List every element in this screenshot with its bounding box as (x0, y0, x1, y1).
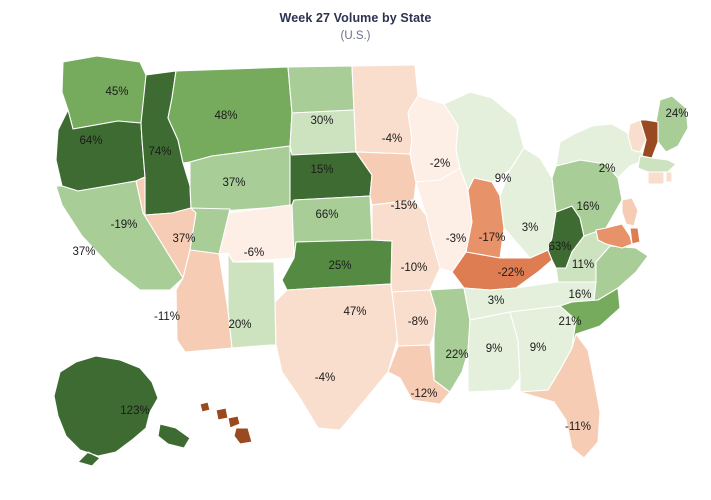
state-az[interactable] (175, 249, 233, 353)
state-value-label-ny: 2% (599, 163, 616, 175)
state-ms[interactable] (429, 287, 471, 393)
state-nd[interactable] (287, 65, 355, 114)
state-nm[interactable] (227, 252, 277, 349)
state-value-label-in: -17% (479, 232, 506, 244)
state-value-label-ne: 66% (315, 209, 338, 221)
state-value-label-mi: 9% (495, 173, 512, 185)
state-value-label-id: 74% (148, 146, 171, 158)
state-value-label-mn: -4% (382, 133, 402, 145)
state-value-label-sd: 15% (310, 164, 333, 176)
state-value-label-mo: -10% (401, 262, 428, 274)
state-value-label-sc: 21% (558, 316, 581, 328)
state-value-label-ca: 37% (72, 246, 95, 258)
state-in[interactable] (465, 177, 505, 259)
state-value-label-ar: -8% (408, 316, 428, 328)
page-title: Week 27 Volume by State (279, 11, 432, 25)
state-me[interactable] (655, 95, 689, 153)
state-value-label-mt: 48% (214, 110, 237, 122)
chart-subtitle: (U.S.) (340, 30, 371, 42)
state-value-label-az: -11% (154, 311, 180, 323)
state-value-label-nv: -19% (111, 219, 138, 231)
state-tx[interactable] (274, 283, 401, 431)
state-wa[interactable] (61, 55, 147, 130)
state-value-label-co: -6% (244, 247, 264, 259)
state-value-label-nd: 30% (310, 115, 333, 127)
state-value-label-me: 24% (665, 108, 688, 120)
state-value-label-ms: 22% (445, 349, 468, 361)
state-value-label-pa: 16% (576, 201, 599, 213)
state-sc[interactable] (559, 287, 621, 349)
state-value-label-wy: 37% (222, 177, 245, 189)
state-value-label-oh: 3% (522, 222, 539, 234)
state-ak[interactable] (53, 355, 191, 467)
state-value-label-la: -12% (411, 388, 438, 400)
state-value-label-nm: 20% (228, 319, 251, 331)
state-value-label-wv: 63% (548, 241, 571, 253)
state-value-label-al: 9% (486, 343, 503, 355)
state-value-label-ia: -15% (391, 200, 418, 212)
state-de[interactable] (629, 227, 641, 245)
state-value-label-wa: 45% (105, 86, 128, 98)
state-value-label-va: 11% (572, 259, 594, 271)
state-ri[interactable] (665, 171, 673, 183)
state-value-label-il: -3% (446, 233, 466, 245)
state-fl[interactable] (519, 333, 601, 459)
state-value-label-tn: 3% (488, 295, 505, 307)
state-labels-group: 45% 64% 74% 48% 37% -19% 37% 37% -6% -11% 20% 30% 15… (72, 86, 688, 433)
state-value-label-or: 64% (79, 135, 102, 147)
state-value-label-ut: 37% (172, 233, 195, 245)
state-la[interactable] (387, 344, 451, 405)
state-nj[interactable] (621, 197, 639, 227)
state-ky[interactable] (451, 249, 553, 291)
state-shapes-group (53, 55, 689, 467)
state-value-label-ok: 47% (343, 306, 366, 318)
state-value-label-ga: 9% (530, 342, 547, 354)
state-value-label-wi: -2% (430, 158, 450, 170)
state-ma[interactable] (637, 155, 677, 173)
state-hi[interactable] (199, 401, 253, 445)
state-ct[interactable] (647, 171, 665, 185)
state-value-label-ks: 25% (328, 260, 351, 272)
state-ca[interactable] (55, 180, 184, 291)
state-value-label-ky: -22% (498, 267, 525, 279)
state-md[interactable] (595, 223, 633, 249)
state-value-label-fl: -11% (565, 421, 591, 433)
state-value-label-nc: 16% (568, 289, 591, 301)
state-value-label-ak: 123% (120, 405, 149, 417)
state-value-label-tx: -4% (315, 372, 335, 384)
state-vt[interactable] (627, 119, 647, 153)
